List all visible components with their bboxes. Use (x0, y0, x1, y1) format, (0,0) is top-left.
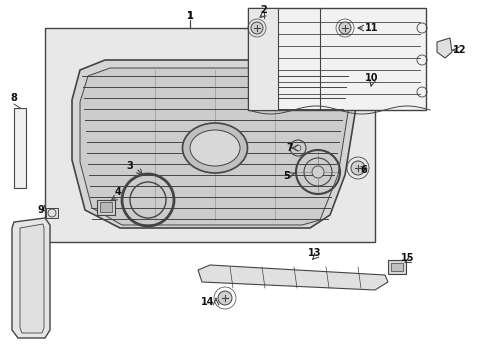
Ellipse shape (190, 130, 240, 166)
Text: 13: 13 (307, 248, 321, 258)
Text: 15: 15 (401, 253, 414, 263)
Circle shape (294, 145, 301, 151)
Polygon shape (12, 218, 50, 338)
Circle shape (311, 166, 324, 178)
Text: 11: 11 (365, 23, 378, 33)
Ellipse shape (182, 123, 247, 173)
Bar (390, 263, 402, 271)
Bar (387, 260, 405, 274)
Text: 14: 14 (200, 297, 214, 307)
Bar (247, 8, 278, 110)
Text: 9: 9 (37, 205, 44, 215)
Circle shape (218, 291, 231, 305)
Polygon shape (80, 68, 349, 225)
Text: 6: 6 (359, 165, 366, 175)
Polygon shape (436, 38, 451, 58)
Bar (100, 202, 112, 212)
Text: 2: 2 (260, 5, 267, 15)
Text: 1: 1 (186, 11, 193, 21)
Bar (247, 8, 425, 110)
Text: 5: 5 (283, 171, 289, 181)
Text: 1: 1 (186, 11, 193, 21)
Text: 7: 7 (285, 143, 292, 153)
Text: 8: 8 (11, 93, 18, 103)
Circle shape (350, 161, 364, 175)
Bar (97, 200, 115, 215)
Bar (14, 108, 26, 188)
Text: 10: 10 (365, 73, 378, 83)
Polygon shape (198, 265, 387, 290)
Circle shape (338, 22, 350, 34)
Circle shape (250, 22, 263, 34)
Bar (46, 208, 58, 218)
Text: 3: 3 (126, 161, 133, 171)
Text: 12: 12 (452, 45, 466, 55)
Bar (45, 28, 374, 242)
Polygon shape (20, 224, 44, 333)
Polygon shape (72, 60, 357, 228)
Text: 4: 4 (114, 187, 121, 197)
